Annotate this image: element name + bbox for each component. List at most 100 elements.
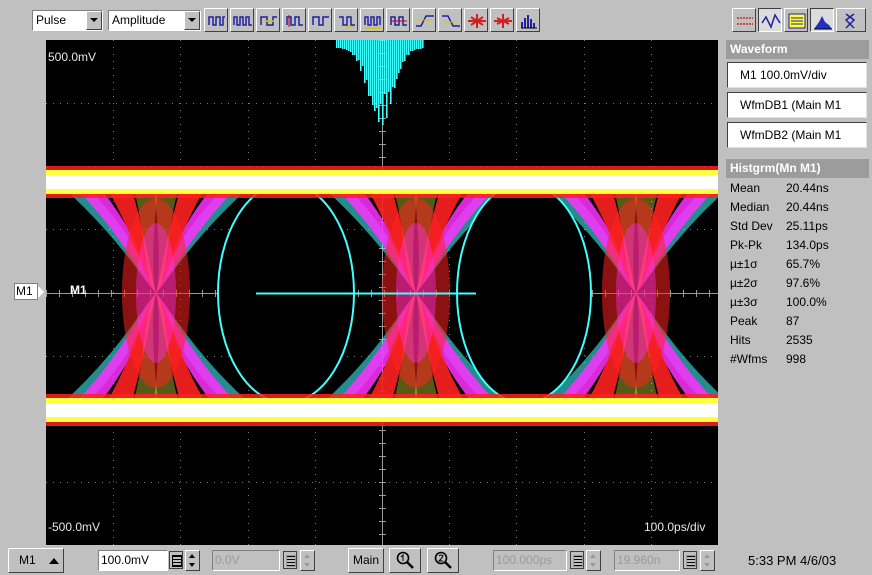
waveform-wfmdb2-button[interactable]: WfmDB2 (Main M1 [727, 122, 867, 148]
stat-value: 2535 [786, 333, 813, 347]
vertical-scale-spinner[interactable] [185, 550, 200, 571]
waveform-wfmdb1-button[interactable]: WfmDB1 (Main M1 [727, 92, 867, 118]
histogram-bar [398, 40, 400, 73]
stat-value: 87 [786, 314, 800, 328]
histogram-tool-button[interactable] [516, 8, 540, 32]
scale-button[interactable] [836, 8, 866, 32]
stat-value: 25.11ps [786, 219, 828, 233]
vertical-top-label: 500.0mV [48, 50, 97, 64]
positive-crossing-button[interactable] [464, 8, 488, 32]
histogram-bar [350, 40, 352, 52]
histogram-bar [410, 40, 412, 51]
vertical-scale-field[interactable]: 100.0mV [98, 550, 168, 571]
status-bar: M1 100.0mV 0.0V Main 100.000ps 19.960n 5… [0, 545, 872, 575]
measurement-toolbar: Pulse Amplitude [0, 0, 872, 40]
zoom-out-button[interactable] [427, 548, 459, 573]
histogram-bar [402, 40, 404, 62]
histogram-tool-icon [521, 15, 537, 29]
burst-pulse-button[interactable] [360, 8, 384, 32]
cross-pulse-button[interactable] [256, 8, 280, 32]
multi-pulse-button[interactable] [230, 8, 254, 32]
histogram-bar [362, 40, 364, 66]
histogram-bar [386, 40, 388, 118]
offset-spinner [300, 550, 315, 571]
high-pulse-icon [312, 16, 329, 26]
vertical-bottom-label: -500.0mV [48, 520, 101, 534]
stat-value: 134.0ps [786, 238, 829, 252]
m1-trace-label: M1 [70, 283, 87, 297]
stat-value: 100.0% [786, 295, 827, 309]
keypad-icon[interactable] [169, 551, 183, 569]
scale-icon [844, 13, 856, 29]
histogram-bar [392, 40, 394, 87]
histogram-bar [404, 40, 406, 61]
triangle-up-icon [49, 558, 59, 564]
horizontal-scale-label: 100.0ps/div [644, 520, 706, 534]
low-pulse-icon [339, 16, 355, 28]
stat-value: 20.44ns [786, 181, 829, 195]
stat-value: 20.44ns [786, 200, 829, 214]
amplitude-pulse-button[interactable] [282, 8, 306, 32]
cursor-off-button[interactable] [732, 8, 756, 32]
eye-crossing-left [136, 223, 176, 363]
negative-crossing-button[interactable] [490, 8, 514, 32]
histogram-bar [414, 40, 416, 50]
stat-value: 65.7% [786, 257, 821, 271]
waveform-display[interactable]: 500.0mV -500.0mV 100.0ps/div M1 [46, 40, 718, 545]
waveform-button[interactable] [758, 8, 782, 32]
rise-button[interactable] [412, 8, 436, 32]
source-select-button[interactable]: M1 [8, 548, 64, 573]
histogram-bar [380, 40, 382, 104]
pulse-train-icon [208, 16, 225, 26]
timebase-button[interactable]: Main [348, 548, 384, 573]
eye-crossing-right [602, 198, 670, 388]
horizontal-delay-spinner [700, 550, 715, 571]
histogram-bar [340, 40, 342, 48]
eye-diagram-canvas [46, 40, 718, 545]
high-pulse-button[interactable] [308, 8, 332, 32]
rms-pulse-button[interactable] [386, 8, 410, 32]
rise-icon [416, 15, 434, 27]
measurement-type-select[interactable]: Amplitude [108, 10, 201, 31]
histogram-bar [360, 40, 362, 71]
keypad-icon [283, 551, 297, 569]
chevron-down-icon[interactable] [86, 11, 102, 30]
histogram-button[interactable] [810, 8, 834, 32]
keypad-icon [570, 551, 584, 569]
histogram-bar [376, 40, 378, 108]
histogram-bar [390, 40, 392, 104]
stat-label: µ±2σ [730, 276, 758, 290]
zoom-out-icon [434, 551, 452, 569]
stat-label: Std Dev [730, 219, 773, 233]
measurement-category-select[interactable]: Pulse [32, 10, 103, 31]
horizontal-delay-value: 19.960n [617, 553, 661, 567]
amplitude-pulse-icon [286, 15, 303, 27]
eye-opening [456, 182, 592, 404]
histogram-bar [384, 40, 386, 94]
source-label: M1 [19, 553, 36, 567]
eye-crossing-right [546, 190, 718, 400]
histogram-bar [356, 40, 358, 61]
histogram-bar [352, 40, 354, 55]
histogram-bar [370, 40, 372, 96]
eye-crossing-left [122, 198, 190, 388]
pulse-train-button[interactable] [204, 8, 228, 32]
histogram-bar [364, 40, 366, 83]
histogram-bar [406, 40, 408, 55]
positive-crossing-icon [468, 14, 486, 28]
zone-button[interactable] [784, 8, 808, 32]
m1-reference-marker[interactable]: M1 [14, 283, 44, 300]
offset-value: 0.0V [215, 553, 240, 567]
histogram-icon [814, 16, 832, 30]
histogram-bar [374, 40, 376, 111]
horizontal-position-spinner [586, 550, 601, 571]
waveform-m1-button[interactable]: M1 100.0mV/div [727, 62, 867, 88]
chevron-down-icon[interactable] [184, 11, 200, 30]
fall-button[interactable] [438, 8, 462, 32]
multi-pulse-icon [233, 16, 252, 26]
zone-icon [788, 13, 806, 29]
histogram-bar [342, 40, 344, 49]
histogram-bar [346, 40, 348, 50]
low-pulse-button[interactable] [334, 8, 358, 32]
zoom-in-button[interactable] [389, 548, 421, 573]
